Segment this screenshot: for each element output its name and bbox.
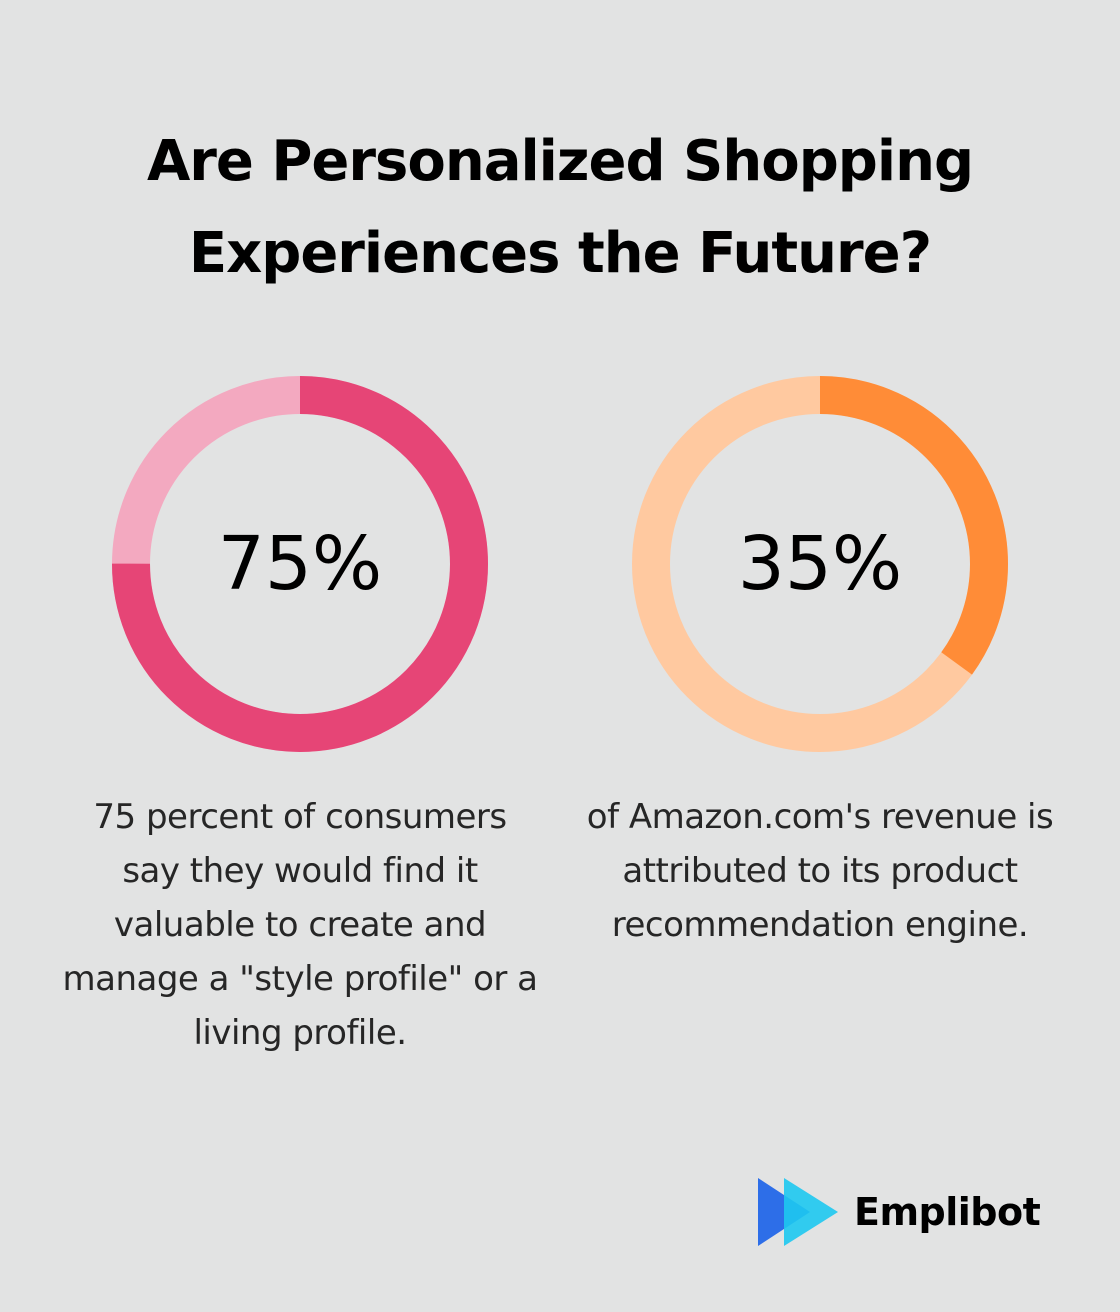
donut-1-percent-label: 75% [218,521,382,607]
title-line-2: Experiences the Future? [188,221,932,286]
donut-chart-1-svg: 75% [112,376,488,752]
donut-chart-1: 75% [110,374,490,754]
donut-chart-2-svg: 35% [632,376,1008,752]
donut-2-percent-label: 35% [738,521,902,607]
title-line-1: Are Personalized Shopping [146,129,974,194]
donut-2-caption: of Amazon.com's revenue is attributed to… [586,797,1054,945]
donut-1-value-arc [112,376,488,752]
brand-logo: Emplibot [756,1176,1041,1248]
brand-name: Emplibot [854,1190,1041,1234]
donut-chart-2: 35% [630,374,1010,754]
donut-1-caption: 75 percent of consumers say they would f… [62,797,538,1053]
page-title: Are Personalized Shopping Experiences th… [0,116,1120,300]
double-play-arrow-icon [758,1178,838,1246]
donut-2-value-arc [632,376,1008,752]
logo-front-arrow [784,1178,838,1246]
